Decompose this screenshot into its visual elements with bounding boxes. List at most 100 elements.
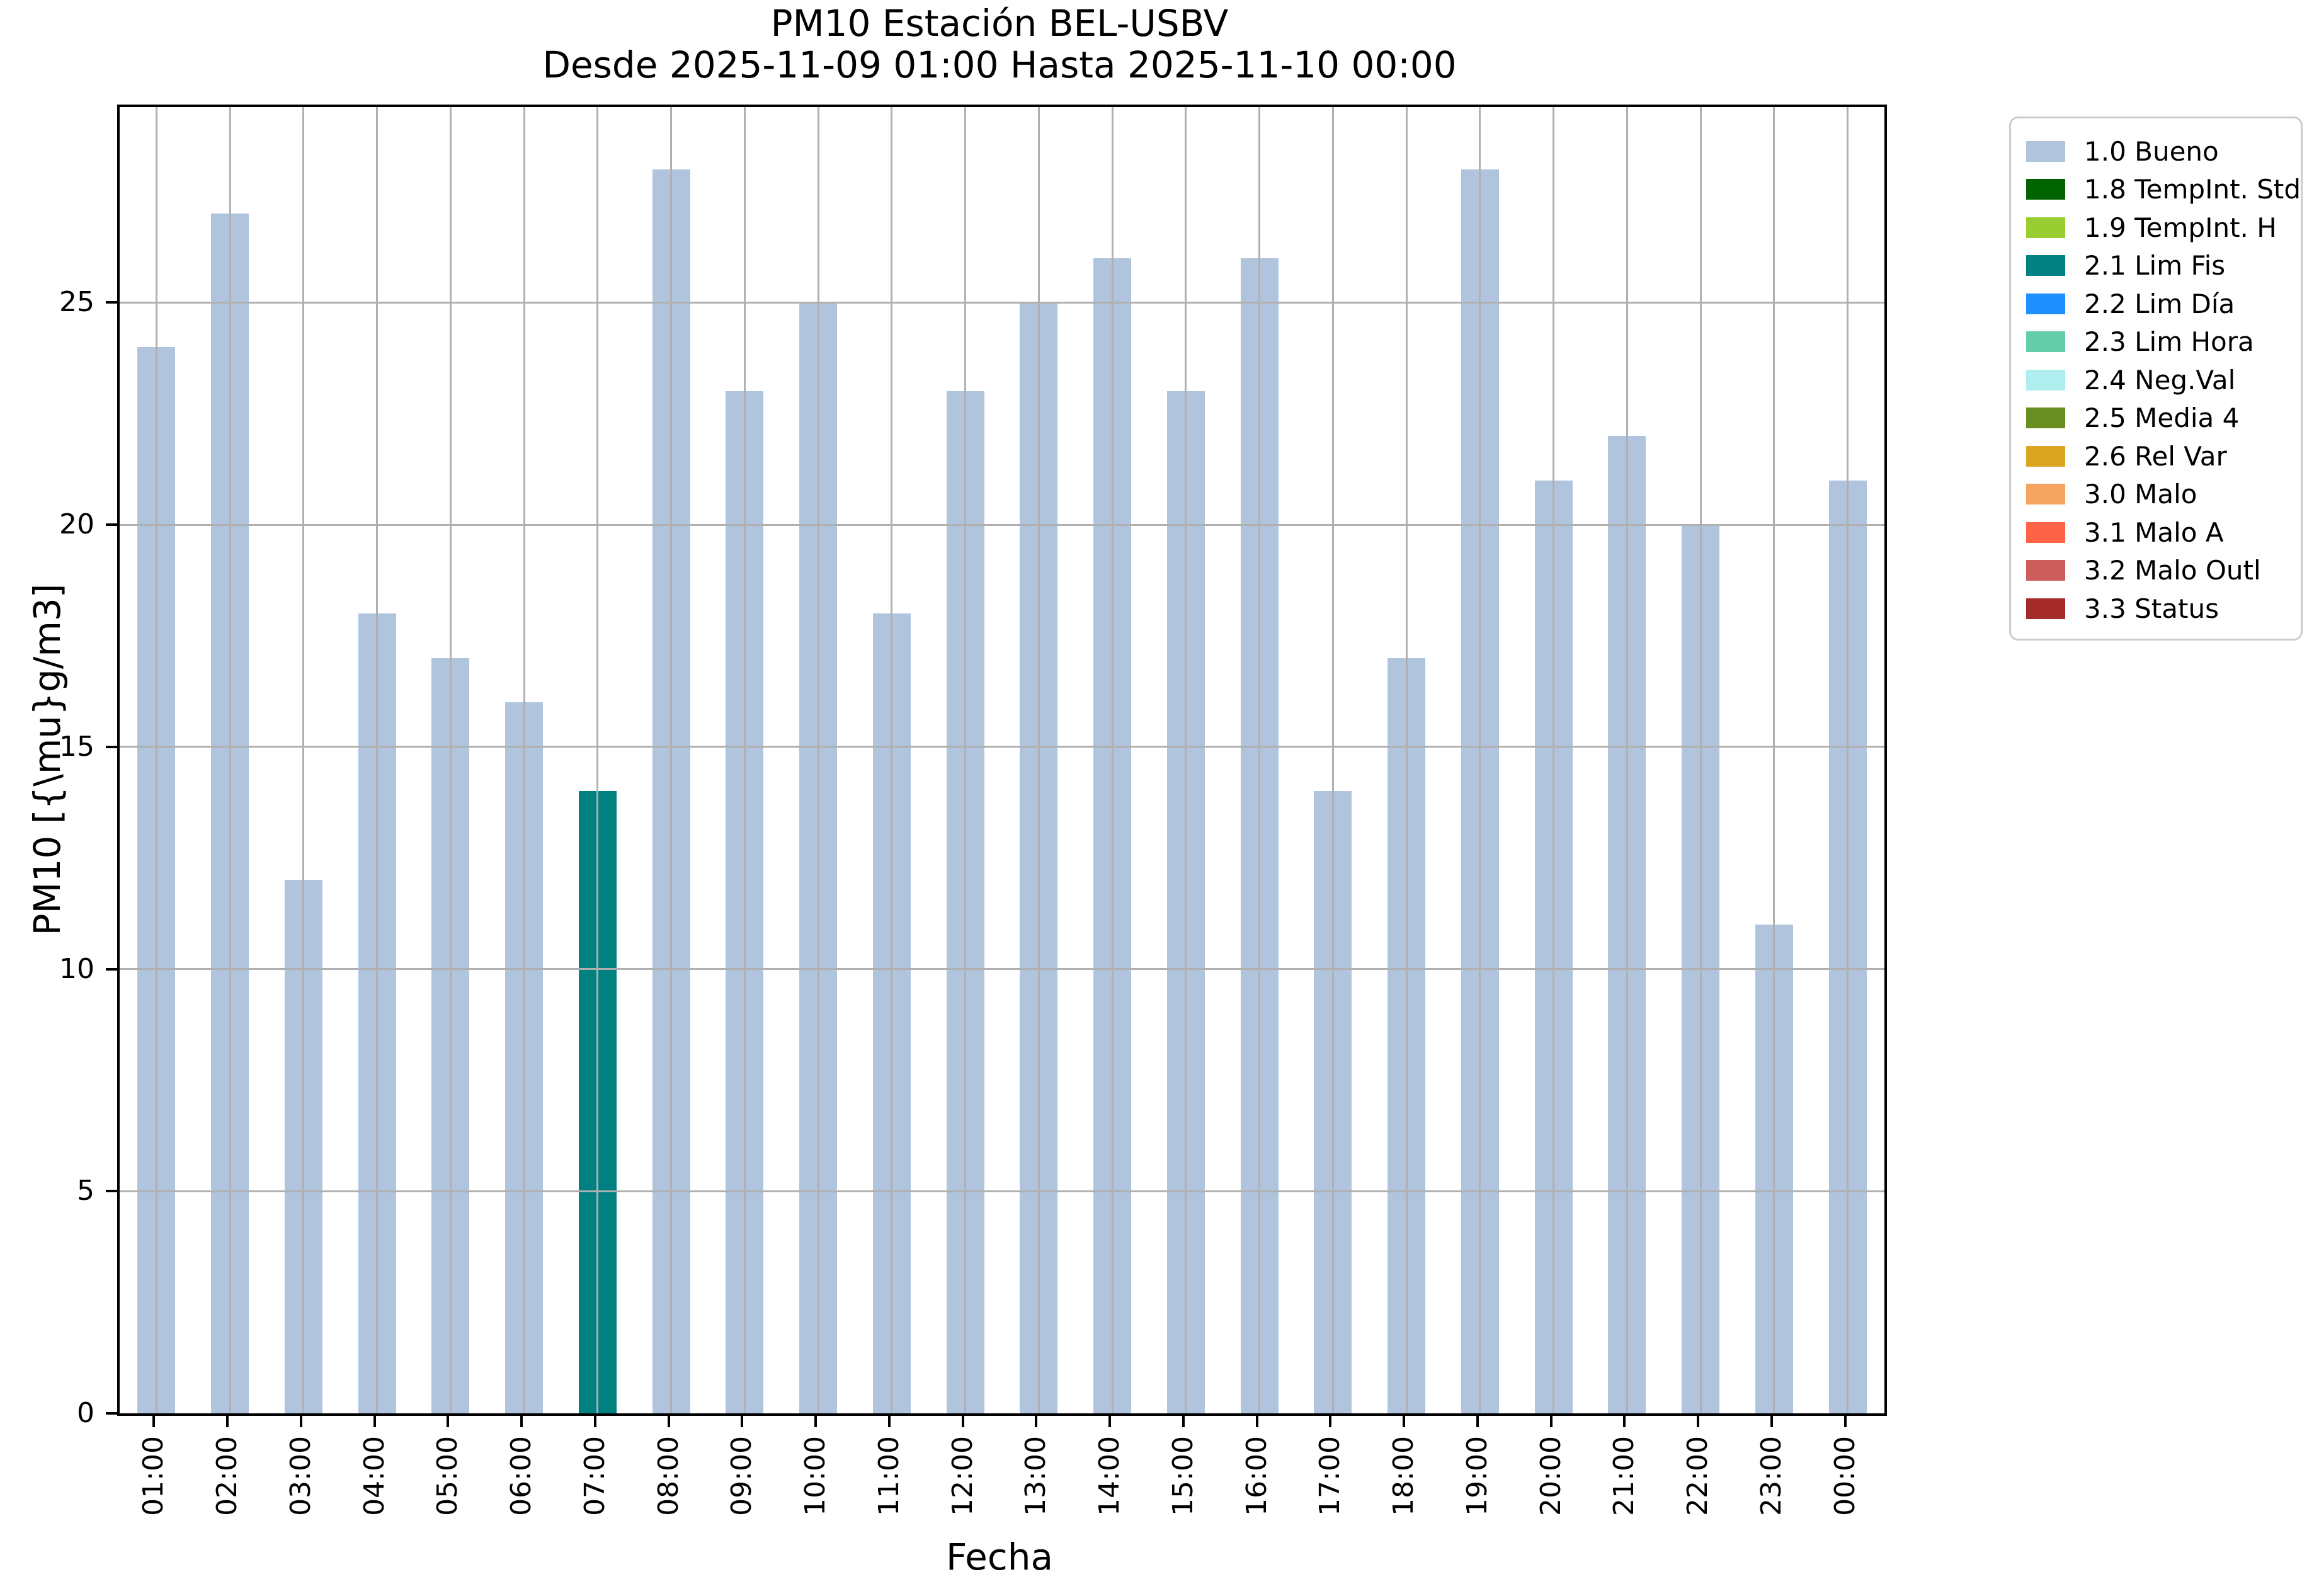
legend-label: 2.2 Lim Día	[2084, 288, 2235, 319]
chart-title-block: PM10 Estación BEL-USBV Desde 2025-11-09 …	[117, 3, 1882, 86]
legend-entry: 2.1 Lim Fis	[2026, 247, 2301, 285]
x-tick-mark	[1329, 1416, 1332, 1427]
y-tick-mark	[106, 967, 117, 971]
vertical-gridline	[155, 107, 157, 1413]
legend-swatch	[2026, 484, 2065, 505]
x-tick-label: 11:00	[872, 1436, 905, 1516]
legend-label: 3.3 Status	[2084, 593, 2219, 624]
x-tick-mark	[1182, 1416, 1185, 1427]
legend-swatch	[2026, 293, 2065, 314]
legend-label: 2.5 Media 4	[2084, 402, 2240, 434]
x-tick-label: 17:00	[1314, 1436, 1347, 1516]
x-tick-mark	[1623, 1416, 1626, 1427]
legend-label: 1.8 TempInt. Std	[2084, 174, 2301, 205]
legend-label: 3.1 Malo A	[2084, 516, 2224, 548]
horizontal-gridline	[120, 746, 1884, 748]
x-tick-label: 04:00	[358, 1436, 390, 1516]
x-tick-label: 07:00	[578, 1436, 611, 1516]
x-tick-label: 00:00	[1828, 1436, 1861, 1516]
chart-title: PM10 Estación BEL-USBV	[770, 2, 1229, 45]
legend-entry: 1.8 TempInt. Std	[2026, 171, 2301, 209]
x-tick-label: 01:00	[137, 1436, 170, 1516]
legend-swatch	[2026, 560, 2065, 581]
x-tick-mark	[1476, 1416, 1479, 1427]
y-tick-label: 25	[59, 286, 94, 319]
vertical-gridline	[1847, 107, 1849, 1413]
vertical-gridline	[964, 107, 967, 1413]
x-tick-mark	[741, 1416, 744, 1427]
x-tick-mark	[814, 1416, 818, 1427]
x-tick-mark	[373, 1416, 376, 1427]
chart-subtitle: Desde 2025-11-09 01:00 Hasta 2025-11-10 …	[542, 43, 1457, 86]
legend-swatch	[2026, 179, 2065, 200]
x-tick-mark	[299, 1416, 302, 1427]
legend-swatch	[2026, 522, 2065, 543]
x-tick-mark	[1770, 1416, 1773, 1427]
legend-entry: 3.3 Status	[2026, 590, 2301, 628]
vertical-gridline	[1111, 107, 1114, 1413]
x-tick-mark	[520, 1416, 523, 1427]
x-tick-label: 13:00	[1020, 1436, 1052, 1516]
vertical-gridline	[1553, 107, 1555, 1413]
x-tick-label: 18:00	[1387, 1436, 1420, 1516]
legend-entry: 3.0 Malo	[2026, 476, 2301, 514]
vertical-gridline	[229, 107, 231, 1413]
vertical-gridline	[596, 107, 599, 1413]
horizontal-gridline	[120, 968, 1884, 971]
horizontal-gridline	[120, 523, 1884, 526]
legend-label: 1.9 TempInt. H	[2084, 212, 2277, 243]
legend-swatch	[2026, 217, 2065, 238]
y-tick-label: 10	[59, 952, 94, 985]
vertical-gridline	[449, 107, 452, 1413]
x-tick-mark	[1843, 1416, 1847, 1427]
x-tick-mark	[1549, 1416, 1553, 1427]
legend-swatch	[2026, 598, 2065, 619]
y-tick-mark	[106, 1190, 117, 1193]
vertical-gridline	[1479, 107, 1481, 1413]
vertical-gridline	[302, 107, 305, 1413]
legend-label: 2.1 Lim Fis	[2084, 250, 2226, 282]
legend-label: 3.2 Malo Outl	[2084, 555, 2261, 586]
y-tick-mark	[106, 301, 117, 304]
x-tick-label: 03:00	[284, 1436, 317, 1516]
vertical-gridline	[523, 107, 525, 1413]
y-tick-label: 20	[59, 508, 94, 541]
legend-entry: 2.4 Neg.Val	[2026, 361, 2301, 399]
x-tick-mark	[961, 1416, 964, 1427]
vertical-gridline	[1626, 107, 1628, 1413]
legend-swatch	[2026, 140, 2065, 162]
x-tick-label: 06:00	[505, 1436, 538, 1516]
x-tick-label: 02:00	[211, 1436, 244, 1516]
legend: 1.0 Bueno 1.8 TempInt. Std 1.9 TempInt. H 2…	[2009, 117, 2303, 641]
y-tick-mark	[106, 523, 117, 527]
x-tick-mark	[887, 1416, 891, 1427]
x-axis-label: Fecha	[945, 1536, 1054, 1578]
x-tick-mark	[1108, 1416, 1112, 1427]
vertical-gridline	[1773, 107, 1775, 1413]
x-tick-label: 08:00	[652, 1436, 685, 1516]
x-tick-label: 19:00	[1461, 1436, 1493, 1516]
legend-swatch	[2026, 445, 2065, 467]
legend-label: 2.6 Rel Var	[2084, 440, 2227, 472]
vertical-gridline	[1699, 107, 1702, 1413]
vertical-gridline	[376, 107, 379, 1413]
vertical-gridline	[1405, 107, 1408, 1413]
x-tick-mark	[667, 1416, 670, 1427]
x-tick-mark	[447, 1416, 450, 1427]
x-tick-label: 12:00	[946, 1436, 979, 1516]
x-tick-mark	[593, 1416, 596, 1427]
vertical-gridline	[1331, 107, 1334, 1413]
legend-label: 3.0 Malo	[2084, 479, 2197, 510]
legend-swatch	[2026, 255, 2065, 276]
x-tick-label: 10:00	[799, 1436, 832, 1516]
x-tick-mark	[152, 1416, 156, 1427]
horizontal-gridline	[120, 1190, 1884, 1192]
legend-entry: 3.1 Malo A	[2026, 513, 2301, 552]
x-tick-mark	[1035, 1416, 1038, 1427]
vertical-gridline	[743, 107, 746, 1413]
vertical-gridline	[670, 107, 673, 1413]
x-tick-label: 23:00	[1755, 1436, 1787, 1516]
legend-entry: 3.2 Malo Outl	[2026, 552, 2301, 590]
vertical-gridline	[1037, 107, 1040, 1413]
